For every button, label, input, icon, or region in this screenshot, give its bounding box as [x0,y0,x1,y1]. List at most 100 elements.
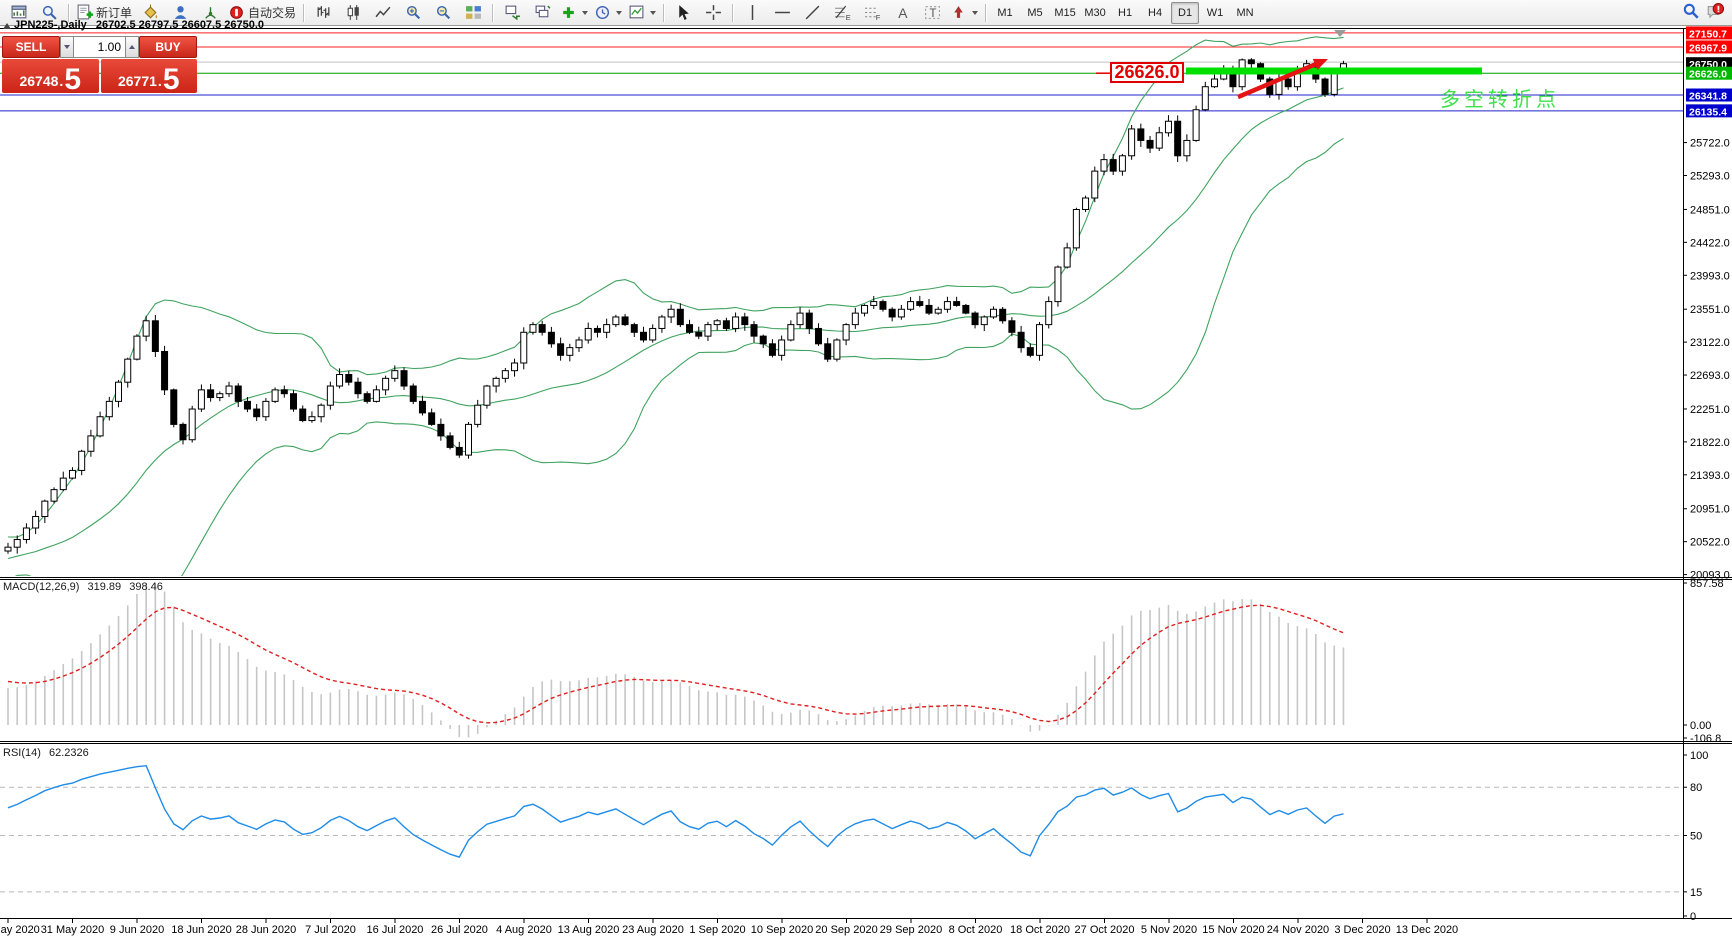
arrange-windows-button[interactable] [497,1,527,25]
fibonacci-button[interactable]: E [827,1,857,25]
candle-body [879,301,887,310]
candle-body [474,404,482,425]
candle-body [612,316,620,326]
candle-body [1036,324,1044,356]
candle-body [686,324,694,333]
zoom-out-button[interactable] [428,1,458,25]
profile-button[interactable] [165,1,195,25]
candle-body [851,312,859,326]
candle-body [667,308,675,318]
new-chart-button[interactable] [4,1,34,25]
tile-windows-button[interactable] [458,1,488,25]
candle-body [649,327,657,341]
candle-body [796,312,804,326]
candle-body [179,423,187,441]
candle-body [1183,139,1191,157]
candle-body [741,316,749,326]
sell-price-frac: 5 [64,63,81,97]
candle-body [1211,78,1219,88]
oneclick-collapse-arrow[interactable] [3,23,11,29]
bar-chart-button[interactable] [308,1,338,25]
price-tick: 24422.0 [1690,237,1730,249]
rsi-plot [0,764,1683,893]
macd-plot [7,583,1345,738]
horizontal-line-button[interactable] [767,1,797,25]
price-tick: 20093.0 [1690,570,1730,582]
periodicity-button[interactable] [591,1,625,25]
chart-canvas[interactable]: 25722.0 25293.0 24851.0 24422.0 23993.0 23551… [0,26,1732,939]
candle-body [68,469,76,479]
price-tick: 23551.0 [1690,304,1730,316]
volume-increase-button[interactable] [125,36,139,58]
price-tick: 21822.0 [1690,437,1730,449]
sell-price-display[interactable]: 26748 . 5 [2,59,99,97]
candle-body [253,408,261,418]
candle-body [980,316,988,326]
sell-button[interactable]: SELL [2,36,60,58]
candle-body [409,385,417,402]
turning-point-annotation: 多空转折点 [1440,89,1560,111]
zoom-in-button[interactable] [398,1,428,25]
arrows-button[interactable] [947,1,981,25]
signals-button[interactable] [195,1,225,25]
volume-decrease-button[interactable] [60,36,74,58]
candle-body [593,327,601,333]
tab-timeframe-m1[interactable]: M1 [997,6,1013,19]
trend-line-button[interactable] [797,1,827,25]
candle-body [271,389,279,402]
candle-body [1082,197,1090,211]
templates-button[interactable] [625,1,659,25]
candle-body [759,335,767,345]
rsi-indicator-label: RSI(14) 62.2326 [3,747,89,759]
text-button[interactable]: A [887,1,917,25]
candle-body [732,316,740,329]
new-order-button[interactable]: 新订单 [73,1,135,25]
tab-timeframe-m30[interactable]: M30 [1084,6,1106,19]
line-chart-button[interactable] [368,1,398,25]
date-tick: 18 Oct 2020 [1010,924,1070,936]
candle-body [870,301,878,306]
text-label-button[interactable]: T [917,1,947,25]
buy-button[interactable]: BUY [139,36,197,58]
date-tick: 16 Jul 2020 [367,924,424,936]
text-a-icon: A [894,4,911,21]
candle-body [1128,128,1136,157]
tab-timeframe-d1[interactable]: D1 [1171,1,1200,24]
volume-input[interactable] [74,36,125,58]
tab-timeframe-m15[interactable]: M15 [1054,6,1076,19]
tab-timeframe-h4[interactable]: H4 [1148,6,1163,19]
cascade-windows-button[interactable] [527,1,557,25]
candle-body [363,393,371,402]
bollinger-band-line [7,36,1344,538]
rsi-axis-label: 50 [1690,831,1702,843]
candle-body [1072,209,1080,249]
add-indicator-button[interactable] [557,1,591,25]
candle-body [216,393,224,399]
new-chart-icon [11,4,28,21]
chart-styles-button[interactable] [135,1,165,25]
channels-button[interactable]: F [857,1,887,25]
candle-body [96,416,104,437]
macd-main-value: 319.89 [87,581,122,593]
price-tick: 22693.0 [1690,370,1730,382]
autotrading-button[interactable]: 自动交易 [225,1,299,25]
tab-timeframe-m5[interactable]: M5 [1027,6,1043,19]
candle-chart-button[interactable] [338,1,368,25]
candle-body [639,331,647,341]
tab-timeframe-w1[interactable]: W1 [1206,6,1224,19]
paint-bucket-icon [142,4,159,21]
crosshair-button[interactable] [698,1,728,25]
candle-body [22,527,30,541]
notifications-badge-icon[interactable] [1706,2,1725,23]
chart-shift-marker-icon[interactable] [1334,30,1346,37]
search-icon[interactable] [1682,2,1700,23]
candle-body [658,316,666,329]
cursor-button[interactable] [668,1,698,25]
buy-price-display[interactable]: 26771 . 5 [100,59,197,95]
market-watch-button[interactable] [34,1,64,25]
tab-timeframe-mn[interactable]: MN [1236,6,1254,19]
candle-body [1321,78,1329,95]
date-tick: 21 May 2020 [0,924,40,936]
tab-timeframe-h1[interactable]: H1 [1118,6,1133,19]
vertical-line-button[interactable] [737,1,767,25]
